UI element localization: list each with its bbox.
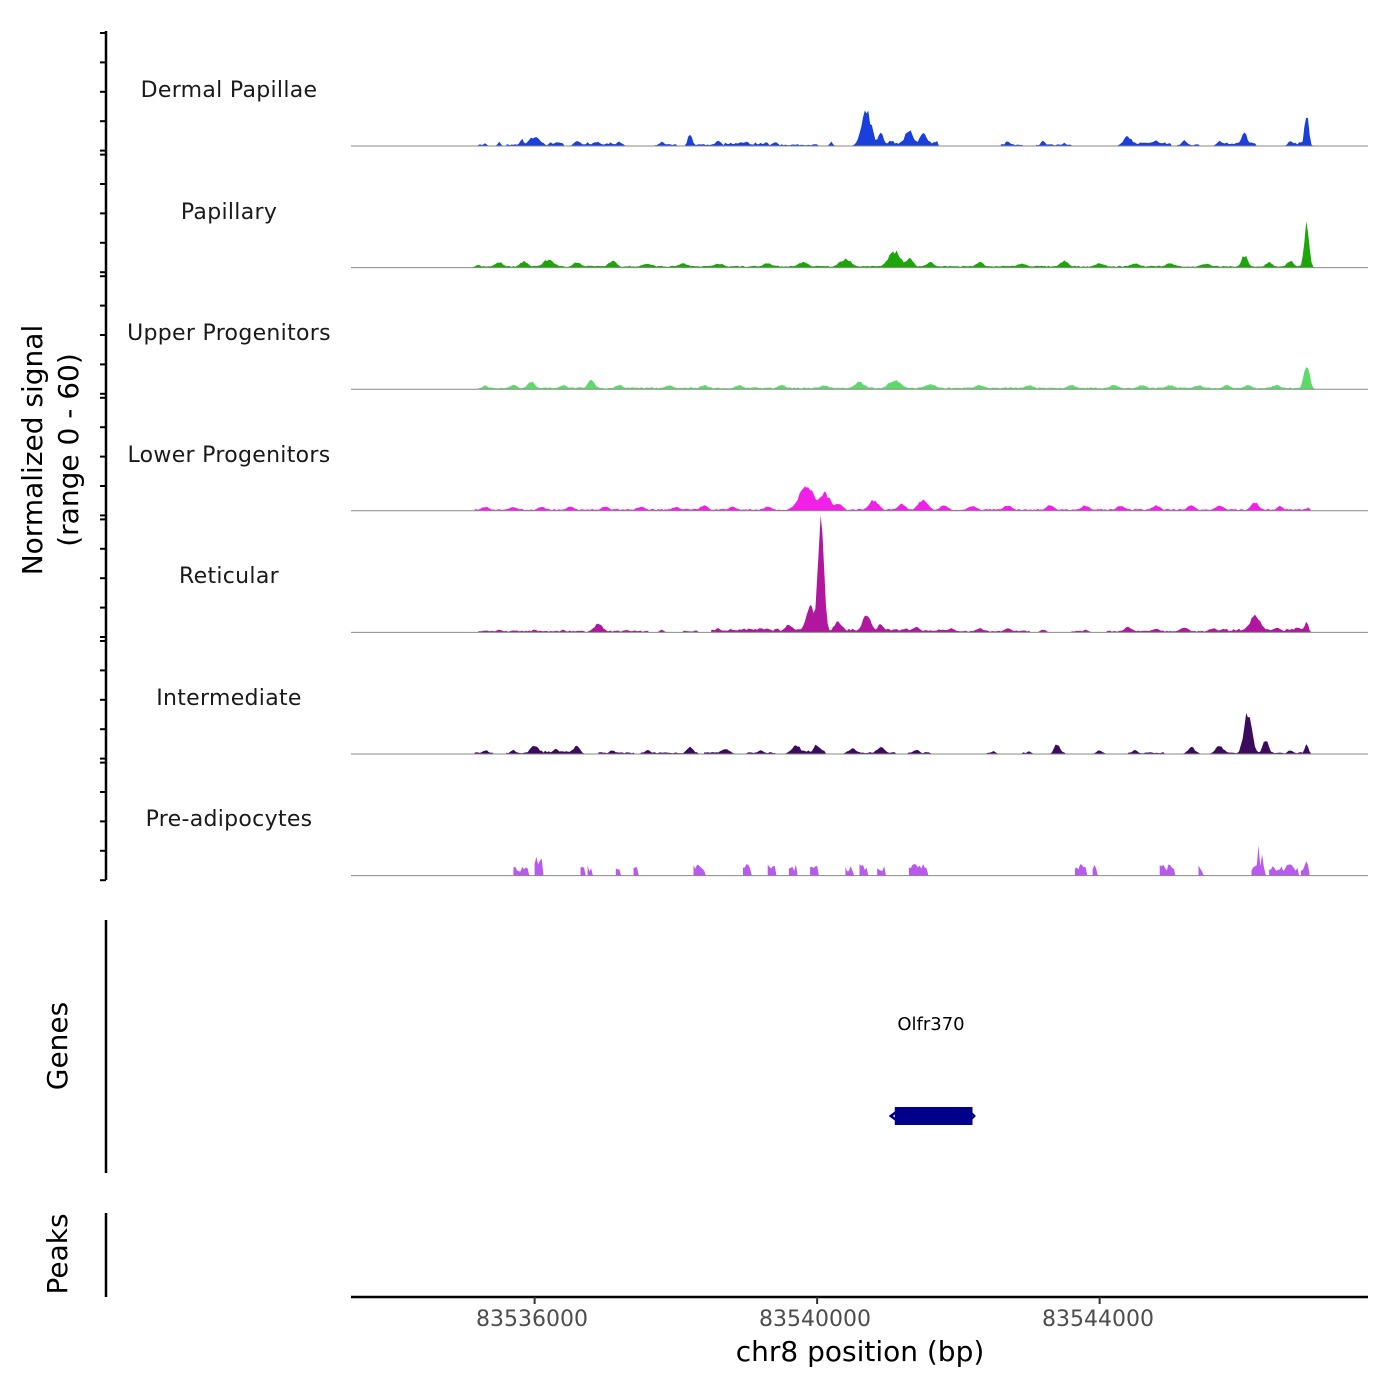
gene-strand-arrow-icon <box>888 1109 900 1123</box>
track-label-lower-progenitors: Lower Progenitors <box>127 443 331 468</box>
x-tick-label: 83536000 <box>476 1307 588 1332</box>
track-label-pre-adipocytes: Pre-adipocytes <box>145 807 313 832</box>
gene-track <box>888 1107 976 1125</box>
signal-area-intermediate <box>474 713 1314 754</box>
track-intermediate <box>351 713 1368 755</box>
track-upper-progenitors <box>351 367 1368 390</box>
signal-area-dermal-papillae <box>478 110 1316 146</box>
track-label-papillary: Papillary <box>180 200 278 225</box>
peaks-panel-title: Peaks <box>41 1213 74 1295</box>
signal-area-papillary <box>471 221 1316 268</box>
x-tick-label: 83540000 <box>759 1307 871 1332</box>
track-lower-progenitors <box>351 486 1368 512</box>
track-pre-adipocytes <box>351 845 1368 877</box>
signal-area-lower-progenitors <box>474 486 1314 511</box>
signal-area-upper-progenitors <box>478 367 1317 390</box>
gene-strand-arrow-icon <box>967 1109 976 1123</box>
y-axis-title: Normalized signal (range 0 - 60) <box>15 250 105 650</box>
track-dermal-papillae <box>351 110 1368 147</box>
gene-label-olfr370: Olfr370 <box>897 1014 965 1035</box>
y-axis-title-line2: (range 0 - 60) <box>52 353 85 547</box>
track-label-intermediate: Intermediate <box>156 686 302 711</box>
signal-area-reticular <box>478 515 1314 633</box>
x-axis-title: chr8 position (bp) <box>735 1335 985 1368</box>
axes <box>100 31 1368 1304</box>
signal-area-pre-adipocytes <box>513 845 1312 876</box>
signal-tracks <box>351 110 1368 877</box>
track-label-upper-progenitors: Upper Progenitors <box>127 321 331 346</box>
gene-body-olfr370 <box>894 1107 973 1125</box>
track-reticular <box>351 515 1368 633</box>
track-label-reticular: Reticular <box>179 564 279 589</box>
genes-panel-title: Genes <box>41 1001 74 1091</box>
track-papillary <box>351 221 1368 269</box>
y-axis-title-line1: Normalized signal <box>16 324 49 576</box>
x-tick-label: 83544000 <box>1042 1307 1154 1332</box>
track-label-dermal-papillae: Dermal Papillae <box>140 78 318 103</box>
